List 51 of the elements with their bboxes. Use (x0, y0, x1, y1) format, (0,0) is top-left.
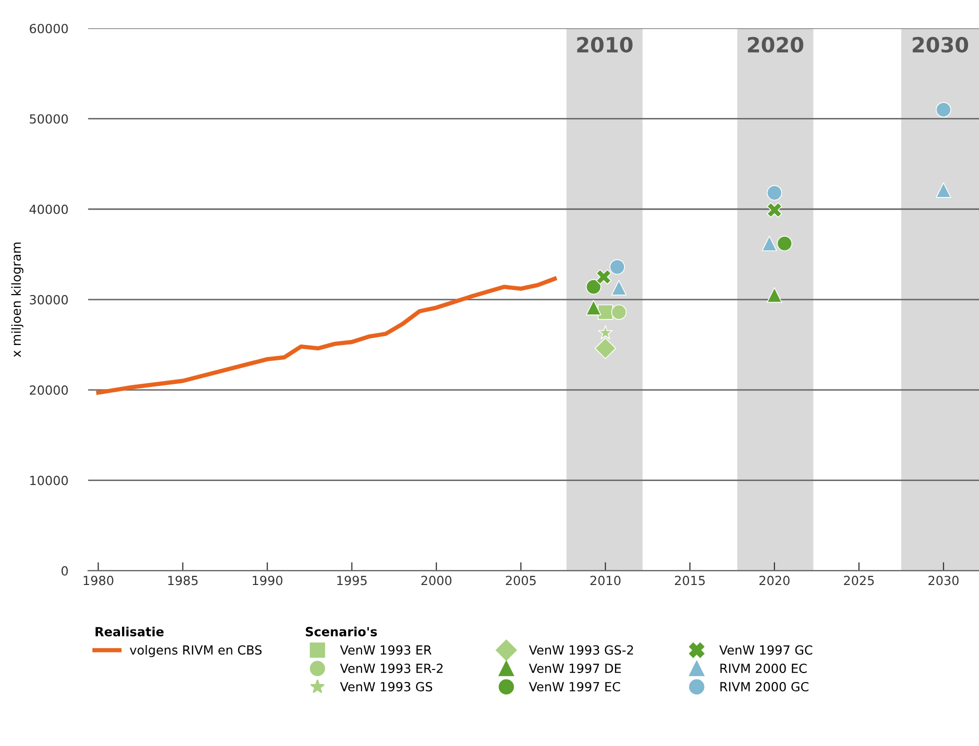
x-tick-label: 2010 (590, 576, 620, 586)
legend-label: VenW 1997 GC (719, 645, 812, 655)
band-label: 2020 (748, 36, 804, 53)
y-tick-label: 50000 (30, 114, 68, 124)
point (598, 304, 614, 320)
legend-label: VenW 1993 GS (340, 682, 432, 692)
point (766, 202, 782, 218)
x-tick-label: 1990 (252, 576, 282, 586)
point (610, 259, 625, 275)
legend-label: VenW 1997 DE (528, 664, 621, 674)
x-tick-label: 2000 (421, 576, 452, 586)
band-label: 2030 (912, 36, 968, 53)
point (598, 325, 613, 340)
legend-label: VenW 1993 GS-2 (528, 645, 633, 655)
x-tick-label: 2030 (928, 576, 959, 586)
y-tick-label: 0 (62, 566, 68, 576)
x-tick-label: 2015 (674, 576, 705, 586)
point (611, 304, 627, 320)
legend-label: RIVM 2000 EC (720, 664, 807, 674)
legend-label: VenW 1997 EC (528, 682, 620, 692)
band-label: 2010 (577, 36, 633, 53)
x-tick-label: 2005 (506, 576, 536, 586)
x-tick-label: 1980 (84, 576, 114, 586)
point (594, 338, 616, 360)
y-tick-label: 30000 (30, 294, 68, 304)
text: Realisatie (96, 626, 164, 636)
point (936, 102, 952, 118)
point (596, 269, 612, 285)
point (766, 287, 782, 303)
point (611, 280, 627, 296)
point (776, 236, 792, 252)
y-tick-label: 10000 (30, 476, 68, 486)
legend-label: VenW 1993 ER (340, 645, 432, 655)
y-axis-title: x miljoen kilogram (11, 242, 24, 358)
point (586, 279, 602, 295)
x-tick-label: 1985 (168, 576, 198, 586)
point (936, 182, 952, 198)
line-series (96, 276, 557, 395)
point (766, 185, 782, 201)
legend-label: RIVM 2000 GC (720, 682, 808, 692)
text: Scenario's (306, 626, 377, 636)
y-tick-label: 60000 (30, 24, 68, 34)
x-tick-label: 2020 (759, 576, 790, 586)
x-tick-label: 1995 (337, 576, 367, 586)
x-tick-label: 2025 (844, 576, 874, 586)
y-tick-label: 40000 (30, 204, 68, 214)
legend-label: volgens RIVM en CBS (130, 645, 262, 658)
point (586, 300, 602, 316)
legend-label: VenW 1993 ER-2 (340, 664, 443, 674)
point (762, 236, 778, 252)
y-tick-label: 20000 (30, 385, 68, 395)
